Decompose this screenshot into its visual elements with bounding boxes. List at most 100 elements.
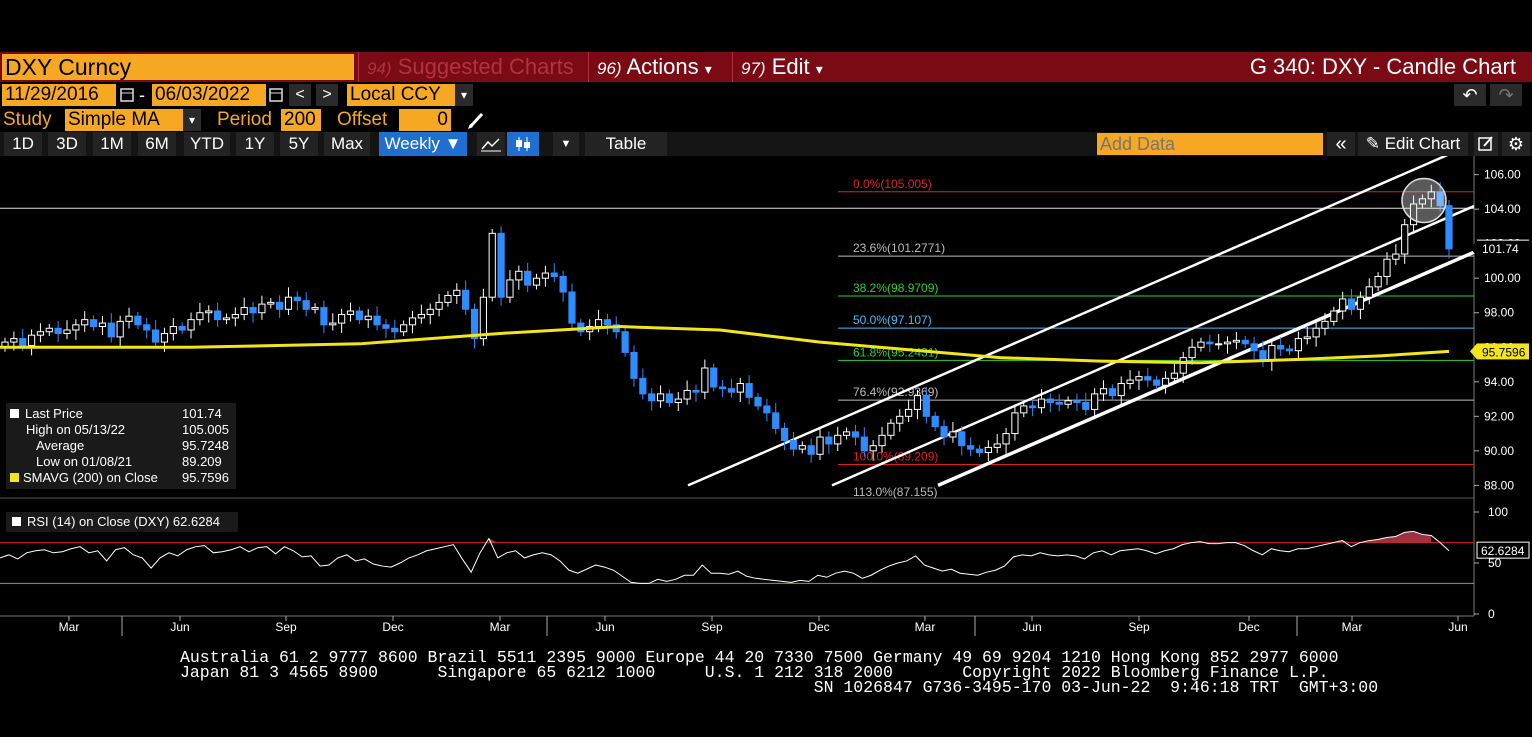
range-button-ytd[interactable]: YTD <box>184 132 230 156</box>
candle <box>1161 377 1170 386</box>
range-button-5y[interactable]: 5Y <box>280 132 318 156</box>
add-data-field[interactable] <box>1097 133 1323 155</box>
candle <box>559 275 567 293</box>
range-button-max[interactable]: Max <box>324 132 370 156</box>
menu-label: Actions <box>626 54 699 79</box>
candle <box>1409 203 1418 226</box>
study-select[interactable]: Simple MA <box>65 109 183 131</box>
year-label: 2020 <box>608 635 635 636</box>
fib-label: 0.0%(105.005) <box>853 177 932 191</box>
calendar-icon[interactable] <box>267 84 285 106</box>
range-button-6m[interactable]: 6M <box>138 132 176 156</box>
legend-average: Average 95.7248 <box>36 438 232 454</box>
candle <box>639 377 647 395</box>
channel-line <box>831 204 1475 487</box>
prev-period-button[interactable]: < <box>289 84 311 106</box>
fib-label: 23.6%(101.2771) <box>853 241 945 255</box>
chevron-down-icon[interactable]: ▾ <box>183 109 201 131</box>
edit-chart-icon[interactable] <box>1474 132 1498 156</box>
pencil-icon[interactable] <box>466 109 486 131</box>
highlight-circle <box>1401 177 1447 224</box>
next-period-button[interactable]: > <box>316 84 338 106</box>
candle <box>284 296 293 310</box>
menu-actions[interactable]: 96) Actions ▾ <box>588 52 730 82</box>
candle <box>603 319 612 326</box>
candle <box>10 338 18 343</box>
range-button-1y[interactable]: 1Y <box>236 132 274 156</box>
candle <box>488 232 496 298</box>
gear-icon[interactable]: ⚙ <box>1502 132 1530 156</box>
candle <box>302 300 310 310</box>
legend-sma: SMAVG (200) on Close 95.7596 <box>10 470 232 486</box>
candle <box>789 439 798 450</box>
channel-line <box>687 156 1449 487</box>
table-button[interactable]: Table <box>585 132 667 156</box>
sma-tag-bg <box>1477 343 1529 360</box>
candle <box>160 332 169 343</box>
y-tick-label: 88.00 <box>1484 478 1514 492</box>
candle <box>1064 400 1072 405</box>
candle <box>568 291 576 324</box>
candle <box>949 431 957 438</box>
rsi-last-tag-bg <box>1476 541 1530 559</box>
range-button-3d[interactable]: 3D <box>48 132 86 156</box>
candle <box>134 315 142 326</box>
chart-area[interactable]: 106.00104.00102.00100.0098.0096.0094.009… <box>0 156 1532 636</box>
security-field[interactable]: DXY Curncy <box>2 54 354 80</box>
candle <box>1347 298 1356 310</box>
candle-chart-icon[interactable] <box>507 132 539 156</box>
menu-edit[interactable]: 97) Edit ▾ <box>732 52 836 82</box>
candle <box>54 327 62 334</box>
x-tick-label: Dec <box>382 620 403 634</box>
rsi-legend: RSI (14) on Close (DXY) 62.6284 <box>6 512 238 532</box>
chevron-down-icon[interactable]: ▾ <box>455 84 473 106</box>
candle <box>1418 198 1427 205</box>
candle <box>1206 341 1214 345</box>
candle <box>1392 253 1400 260</box>
candle <box>214 310 222 321</box>
chevron-down-icon[interactable]: ▼ <box>553 132 579 156</box>
menu-suggested-charts[interactable]: 94) Suggested Charts <box>358 52 586 82</box>
candle <box>594 319 603 328</box>
menu-label: Suggested Charts <box>397 54 574 79</box>
swatch-icon <box>10 409 19 418</box>
frequency-select[interactable]: Weekly ▼ <box>379 132 467 156</box>
range-button-1m[interactable]: 1M <box>93 132 131 156</box>
candle <box>408 317 417 326</box>
calendar-icon[interactable] <box>118 84 136 106</box>
candle <box>107 322 115 338</box>
candle <box>1277 345 1285 350</box>
candle <box>745 383 753 398</box>
start-date-field[interactable]: 11/29/2016 <box>2 84 116 106</box>
candle <box>1046 398 1054 404</box>
candle <box>683 389 691 400</box>
candle <box>391 327 399 333</box>
add-data-input[interactable] <box>1097 133 1323 155</box>
range-button-1d[interactable]: 1D <box>4 132 42 156</box>
x-tick-label: Dec <box>808 620 829 634</box>
rsi-y-tick-label: 100 <box>1488 505 1508 519</box>
offset-field[interactable]: 0 <box>399 109 451 131</box>
end-date-field[interactable]: 06/03/2022 <box>152 84 266 106</box>
period-label: Period <box>217 109 272 130</box>
period-field[interactable]: 200 <box>281 109 321 131</box>
edit-chart-button[interactable]: ✎ Edit Chart <box>1358 132 1468 156</box>
currency-select[interactable]: Local CCY <box>347 84 455 106</box>
candle <box>36 331 45 336</box>
candle <box>718 386 727 390</box>
candle <box>1285 348 1294 352</box>
candle <box>382 324 390 329</box>
candle <box>178 326 186 331</box>
undo-button[interactable]: ↶ <box>1454 84 1486 106</box>
candle <box>1091 393 1099 410</box>
line-chart-icon[interactable] <box>477 132 505 156</box>
candle <box>1011 412 1019 435</box>
candle <box>453 289 461 296</box>
candle <box>931 415 939 428</box>
candle <box>205 310 213 314</box>
candle <box>1223 341 1232 345</box>
collapse-button[interactable]: « <box>1327 132 1355 156</box>
candle <box>426 308 434 315</box>
redo-button[interactable]: ↷ <box>1490 84 1522 106</box>
x-tick-label: Mar <box>59 620 80 634</box>
